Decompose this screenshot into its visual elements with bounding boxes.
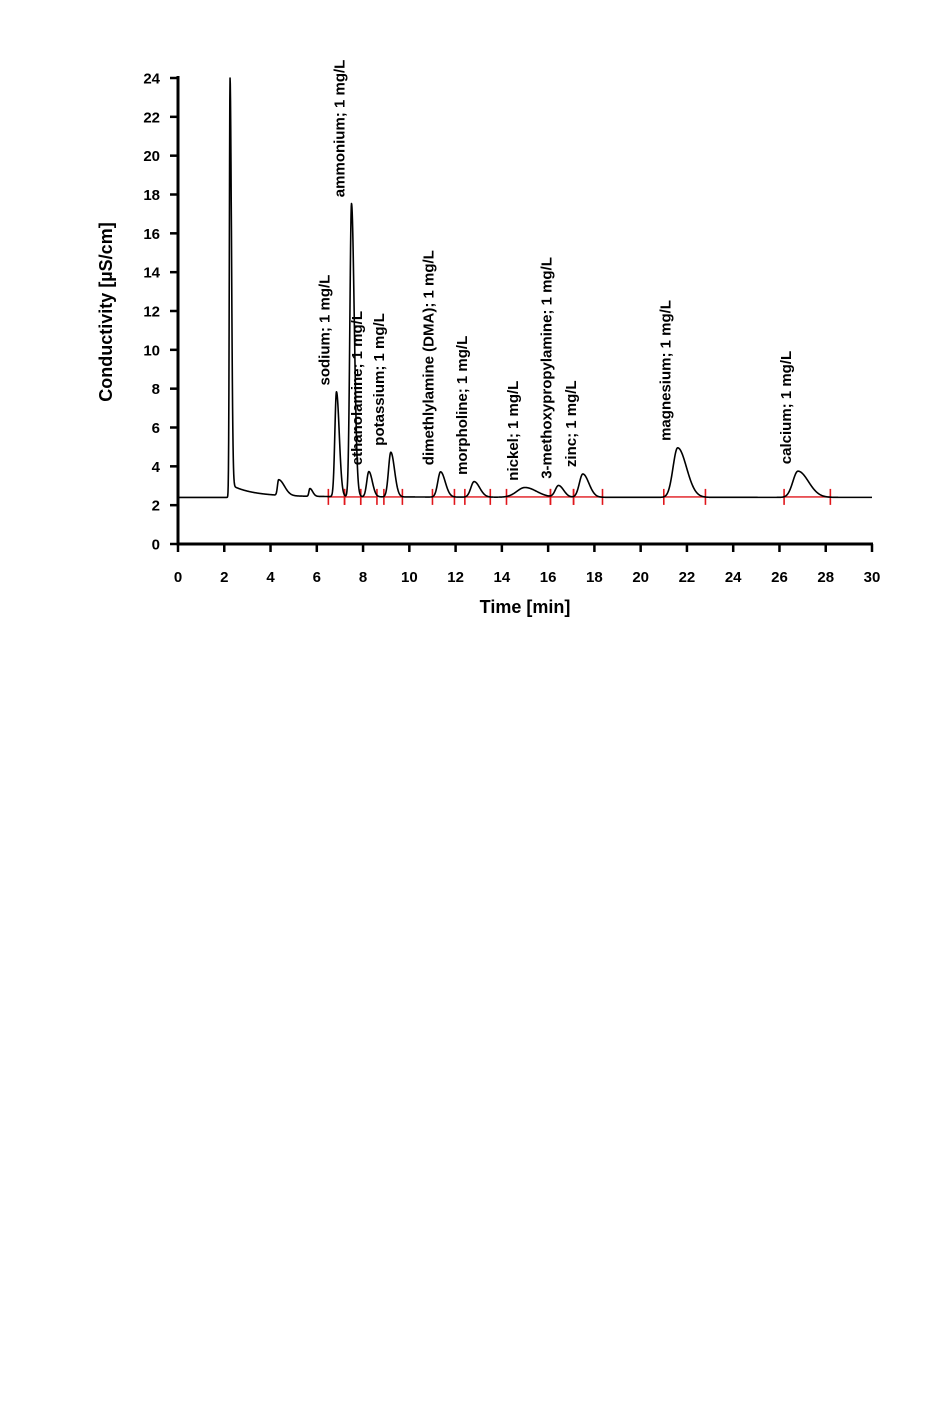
x-tick-label: 28	[817, 569, 834, 586]
peak-label: nickel; 1 mg/L	[505, 381, 522, 481]
peak-label: magnesium; 1 mg/L	[658, 300, 675, 441]
x-tick-label: 24	[725, 569, 742, 586]
y-tick-label: 16	[143, 226, 160, 243]
x-tick-label: 8	[359, 569, 367, 586]
axes	[176, 76, 873, 546]
x-tick-label: 10	[401, 569, 418, 586]
integration-marker	[505, 488, 552, 505]
integration-marker	[783, 488, 832, 505]
y-tick-label: 24	[143, 71, 160, 88]
y-tick-label: 10	[143, 342, 160, 359]
peak-labels: sodium; 1 mg/L ammonium; 1 mg/L ethanolami…	[317, 60, 796, 481]
integration-marker	[662, 488, 707, 505]
x-tick-label: 16	[540, 569, 557, 586]
x-tick-label: 12	[447, 569, 464, 586]
peak-label: calcium; 1 mg/L	[778, 351, 795, 464]
chromatogram-trace	[177, 77, 873, 499]
x-tick-label: 18	[586, 569, 603, 586]
peak-label: dimethlylamine (DMA); 1 mg/L	[421, 250, 438, 465]
y-tick-label: 18	[143, 187, 160, 204]
peak-label: 3-methoxypropylamine; 1 mg/L	[539, 257, 556, 479]
x-tick-label: 22	[679, 569, 696, 586]
integration-marker	[464, 488, 492, 505]
x-tick-label: 14	[494, 569, 511, 586]
x-tick-label: 2	[220, 569, 228, 586]
x-tick-label: 4	[266, 569, 275, 586]
y-tick-label: 6	[152, 420, 160, 437]
peak-label: sodium; 1 mg/L	[317, 275, 334, 386]
peak-label: zinc; 1 mg/L	[563, 380, 580, 467]
peak-label: potassium; 1 mg/L	[371, 313, 388, 446]
x-tick-label: 30	[864, 569, 881, 586]
y-tick-label: 8	[152, 381, 160, 398]
y-tick-label: 22	[143, 109, 160, 126]
peak-label: morpholine; 1 mg/L	[454, 336, 471, 475]
x-tick-label: 0	[174, 569, 182, 586]
x-tick-label: 20	[632, 569, 649, 586]
y-tick-label: 2	[152, 498, 160, 515]
y-tick-label: 4	[152, 459, 161, 476]
y-tick-label: 14	[143, 265, 160, 282]
x-axis-title: Time [min]	[480, 597, 571, 617]
y-tick-label: 20	[143, 148, 160, 165]
y-tick-label: 12	[143, 304, 160, 321]
x-tick-label: 26	[771, 569, 788, 586]
ticks: 0 2 4 6 8 10 12 14 16 18 20 22 24 26 28 300246810121416…	[143, 71, 880, 587]
y-axis-title: Conductivity [µS/cm]	[96, 222, 116, 401]
y-tick-label: 0	[152, 537, 160, 554]
x-tick-label: 6	[313, 569, 321, 586]
peak-label: ammonium; 1 mg/L	[332, 60, 349, 198]
peak-label: ethanolamine; 1 mg/L	[349, 311, 366, 465]
trace-group	[177, 77, 873, 499]
